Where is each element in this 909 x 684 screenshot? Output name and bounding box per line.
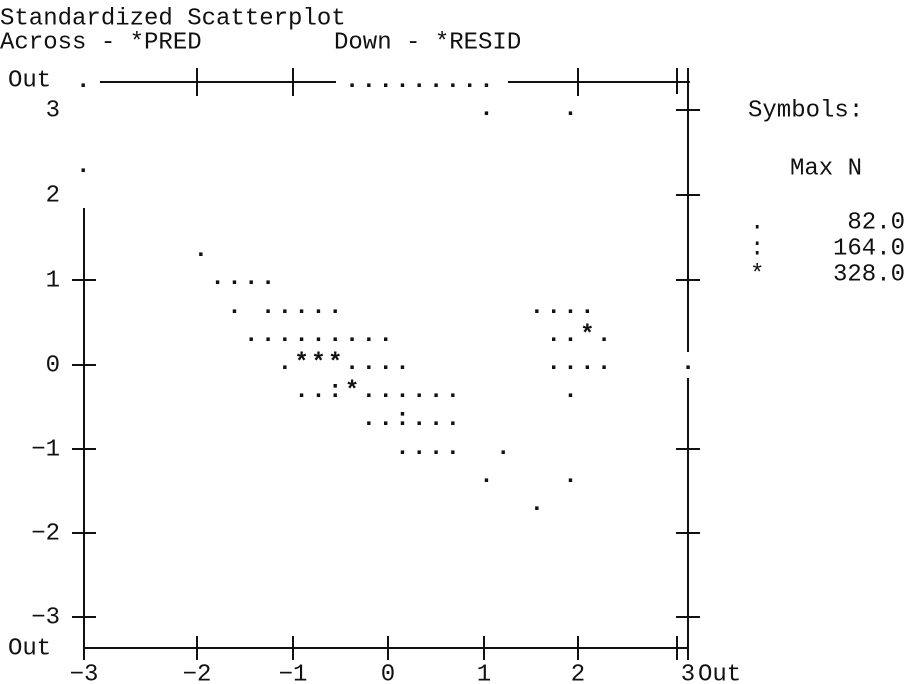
legend-header: Max N xyxy=(790,155,862,182)
x-axis-label: 1 xyxy=(477,661,491,684)
plot-body: . ......... . . . . .... . ..... .... ..… xyxy=(76,68,698,519)
y-axis-label: −2 xyxy=(31,520,60,547)
y-axis-label: Out xyxy=(8,67,51,94)
x-axis-label: −3 xyxy=(70,661,99,684)
y-axis-label: 3 xyxy=(46,97,60,124)
x-axis-label: 3 xyxy=(681,661,695,684)
page: Standardized Scatterplot Across - *PRED … xyxy=(0,0,909,684)
y-axis-label: −3 xyxy=(31,604,60,631)
y-axis-label: Out xyxy=(8,635,51,662)
legend-max-n: 328.0 xyxy=(833,261,905,288)
legend-max-n: 82.0 xyxy=(847,209,905,236)
title: Standardized Scatterplot xyxy=(0,5,346,32)
legend-title: Symbols: xyxy=(748,97,863,124)
legend-symbol: : xyxy=(750,235,764,262)
x-axis-label: Out xyxy=(698,661,741,684)
x-axis-label: 2 xyxy=(571,661,585,684)
across-label: Across - *PRED xyxy=(0,29,202,56)
legend-symbol: . xyxy=(750,209,764,236)
down-label: Down - *RESID xyxy=(334,29,521,56)
legend-max-n: 164.0 xyxy=(833,235,905,262)
x-axis-label: −1 xyxy=(279,661,308,684)
y-axis-label: 0 xyxy=(46,352,60,379)
y-axis-label: −1 xyxy=(31,436,60,463)
x-axis-label: −2 xyxy=(183,661,212,684)
y-axis-label: 1 xyxy=(46,267,60,294)
x-axis-label: 0 xyxy=(381,661,395,684)
y-axis-label: 2 xyxy=(46,182,60,209)
legend-symbol: * xyxy=(750,261,764,288)
